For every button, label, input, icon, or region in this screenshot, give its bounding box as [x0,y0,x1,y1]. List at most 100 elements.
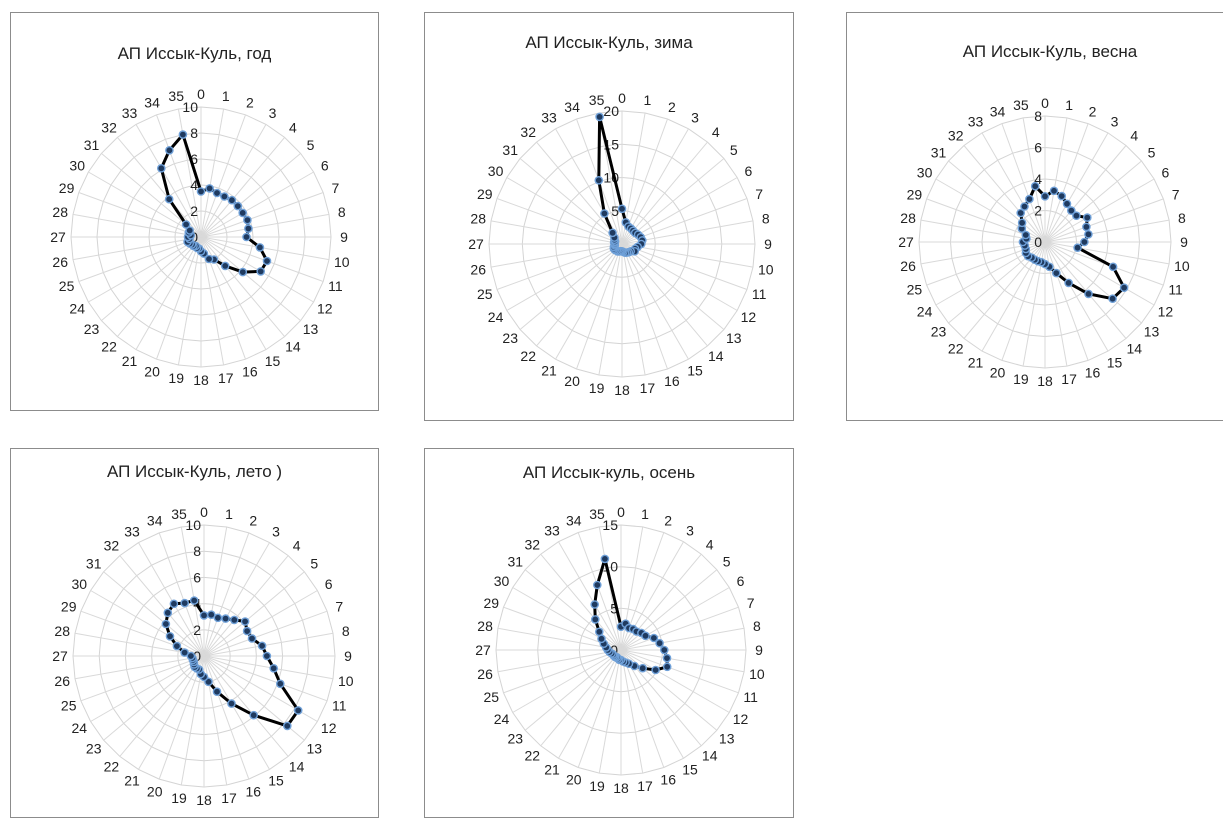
category-label: 24 [488,309,504,325]
category-label: 5 [730,142,738,158]
category-label: 3 [691,110,699,126]
category-label: 11 [332,697,347,713]
data-point [204,254,214,264]
chart-title: АП Иссык-Куль, год [117,44,272,63]
category-label: 29 [61,599,77,615]
category-label: 33 [544,523,560,539]
category-label: 5 [1148,145,1156,161]
category-label: 19 [168,370,184,386]
grid-spoke [103,571,205,657]
grid-spoke [200,124,267,238]
category-label: 24 [494,711,510,727]
category-label: 0 [1041,95,1049,111]
grid-spoke [506,243,623,311]
data-point [206,610,216,619]
data-point [1080,237,1089,247]
grid-spoke [135,236,202,350]
category-label: 24 [917,304,933,320]
radial-tick-label: 2 [190,203,198,219]
category-label: 8 [753,618,761,634]
data-point [1030,181,1040,191]
grid-spoke [620,649,644,774]
category-label: 8 [342,623,350,639]
grid-spoke [540,553,622,651]
category-label: 12 [733,711,749,727]
grid-spoke [200,236,324,282]
category-label: 3 [269,105,277,121]
category-label: 32 [101,120,117,136]
data-point [229,615,239,625]
data-point [172,641,182,651]
grid-spoke [200,192,324,238]
radar-plot: 0 1 23456789101112131415161718192021222324… [898,95,1190,389]
grid-spoke [620,569,718,651]
radar-plot: 0 1 23456789101112131415161718192021222324… [50,86,350,388]
radial-tick-label: 6 [1034,140,1042,156]
category-label: 8 [762,211,770,227]
grid-spoke [555,243,623,360]
data-point [165,145,174,155]
grid-spoke [90,655,205,722]
grid-spoke [621,243,708,347]
category-label: 22 [101,339,117,355]
data-point [227,699,236,708]
data-point [221,614,230,623]
chart-title: АП Иссык-куль, осень [522,463,696,482]
grid-spoke [200,108,225,238]
grid-spoke [1044,241,1142,324]
data-point [662,662,672,672]
grid-spoke [536,141,623,245]
grid-spoke [598,649,622,774]
data-point [238,267,248,277]
grid-spoke [496,198,623,245]
radar-chart-spring: АП Иссык-Куль, весна 0 1 2 3 4 5 6 7 8 9 10 11 12 13 1… [846,12,1223,421]
grid-spoke [203,590,318,657]
category-label: 1 [641,506,649,522]
data-point [600,554,610,564]
data-point [590,600,599,609]
category-label: 15 [268,773,284,789]
category-label: 5 [723,553,731,569]
grid-spoke [1044,145,1127,243]
data-point [244,224,253,233]
category-label: 34 [564,99,580,115]
data-point [649,633,659,643]
grid-spoke [1044,132,1109,243]
category-label: 12 [317,301,333,317]
category-label: 32 [525,536,541,552]
category-label: 29 [59,180,75,196]
grid-spoke [524,649,622,731]
grid-spoke [621,243,748,290]
grid-spoke [200,114,246,238]
data-point [1084,229,1093,239]
data-point [169,599,179,609]
grid-spoke [177,236,202,366]
grid-spoke [621,243,689,360]
grid-spoke [177,108,202,238]
chart-title: АП Иссык-Куль, лето ) [106,462,283,481]
data-point [1025,194,1034,204]
category-label: 2 [246,95,254,111]
category-label: 20 [566,772,582,788]
grid-spoke [200,236,285,337]
radial-tick-label: 10 [185,517,201,533]
grid-spoke [506,177,623,245]
category-label: 26 [470,261,486,277]
category-label: 7 [1172,187,1180,203]
grid-spoke [72,236,202,261]
data-point [249,710,258,720]
grid-spoke [203,555,289,657]
radar-plot: 0 1 23456789101112131415161718192021222324… [52,504,354,808]
radial-tick-label: 4 [190,177,198,193]
category-label: 2 [249,513,257,529]
category-label: 15 [1107,354,1123,370]
grid-spoke [621,243,725,330]
category-label: 30 [494,573,510,589]
grid-spoke [119,555,205,657]
category-label: 21 [122,353,138,369]
data-point [1108,294,1117,304]
category-label: 13 [1144,323,1160,339]
data-point [220,261,230,271]
grid-spoke [203,610,328,657]
grid-spoke [138,542,205,657]
